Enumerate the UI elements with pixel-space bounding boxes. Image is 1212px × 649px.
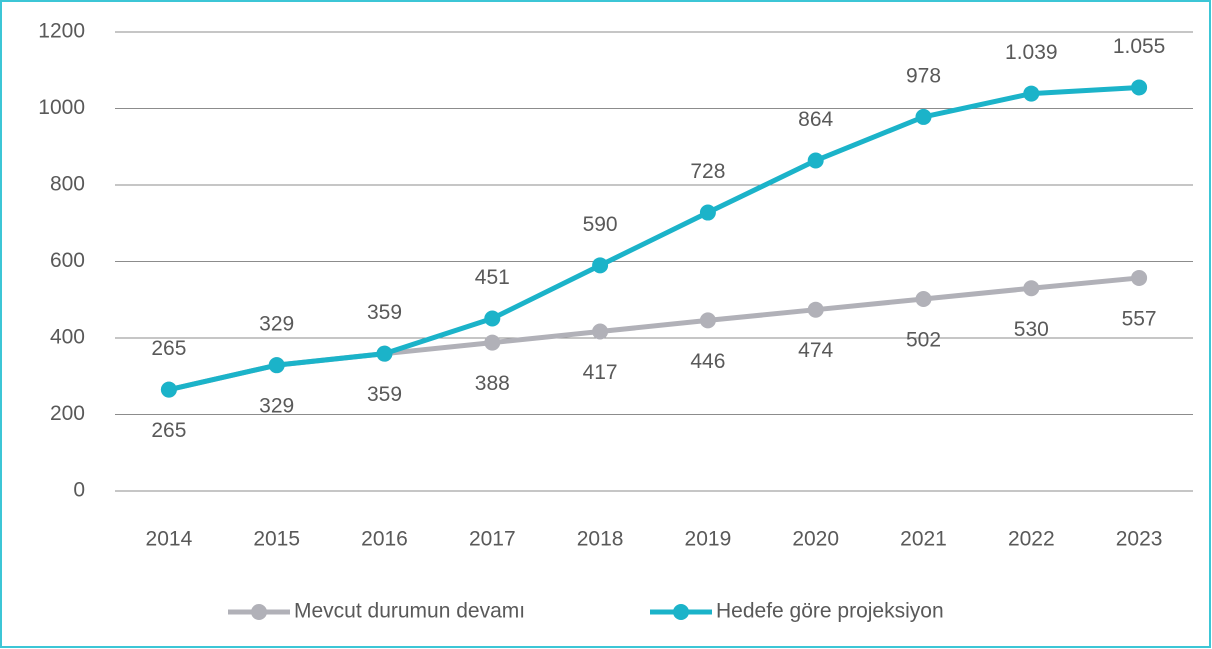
y-tick-label: 400 <box>50 326 85 349</box>
data-point <box>699 312 716 329</box>
data-label: 359 <box>367 301 402 324</box>
x-tick-label: 2017 <box>469 528 516 551</box>
data-label: 590 <box>583 213 618 236</box>
y-tick-label: 1000 <box>38 96 85 119</box>
data-label: 502 <box>906 329 941 352</box>
data-point <box>1023 85 1040 102</box>
legend-label: Mevcut durumun devamı <box>294 600 525 623</box>
data-point <box>1131 79 1148 96</box>
data-label: 359 <box>367 383 402 406</box>
data-label: 1.055 <box>1113 35 1166 58</box>
data-point <box>268 357 285 374</box>
x-tick-label: 2015 <box>253 528 300 551</box>
data-label: 265 <box>151 337 186 360</box>
legend-marker <box>251 604 267 620</box>
data-label: 451 <box>475 266 510 289</box>
data-label: 978 <box>906 64 941 87</box>
data-label: 864 <box>798 108 833 131</box>
data-point <box>592 257 609 274</box>
data-point <box>915 108 932 125</box>
x-tick-label: 2019 <box>685 528 732 551</box>
data-label: 329 <box>259 395 294 418</box>
data-label: 417 <box>583 361 618 384</box>
x-tick-label: 2022 <box>1008 528 1055 551</box>
data-point <box>915 290 932 307</box>
data-point <box>807 301 824 318</box>
data-point <box>699 204 716 221</box>
x-tick-label: 2016 <box>361 528 408 551</box>
data-label: 557 <box>1122 307 1157 330</box>
data-label: 530 <box>1014 318 1049 341</box>
data-point <box>484 310 501 327</box>
data-label: 446 <box>690 350 725 373</box>
data-point <box>160 381 177 398</box>
y-tick-label: 800 <box>50 173 85 196</box>
legend-marker <box>673 604 689 620</box>
data-label: 474 <box>798 339 833 362</box>
data-label: 265 <box>151 419 186 442</box>
y-tick-label: 600 <box>50 249 85 272</box>
x-tick-label: 2023 <box>1116 528 1163 551</box>
data-point <box>592 323 609 340</box>
y-tick-label: 1200 <box>38 20 85 43</box>
y-tick-label: 200 <box>50 402 85 425</box>
legend-label: Hedefe göre projeksiyon <box>716 600 944 623</box>
data-label: 329 <box>259 313 294 336</box>
data-point <box>484 334 501 351</box>
data-label: 1.039 <box>1005 41 1058 64</box>
x-tick-label: 2021 <box>900 528 947 551</box>
data-point <box>1023 280 1040 297</box>
x-tick-label: 2018 <box>577 528 624 551</box>
data-point <box>376 345 393 362</box>
series-line <box>168 84 1140 393</box>
data-point <box>1131 269 1148 286</box>
data-point <box>807 152 824 169</box>
data-label: 728 <box>690 160 725 183</box>
x-tick-label: 2020 <box>792 528 839 551</box>
data-label: 388 <box>475 372 510 395</box>
x-tick-label: 2014 <box>146 528 193 551</box>
y-tick-label: 0 <box>73 479 85 502</box>
